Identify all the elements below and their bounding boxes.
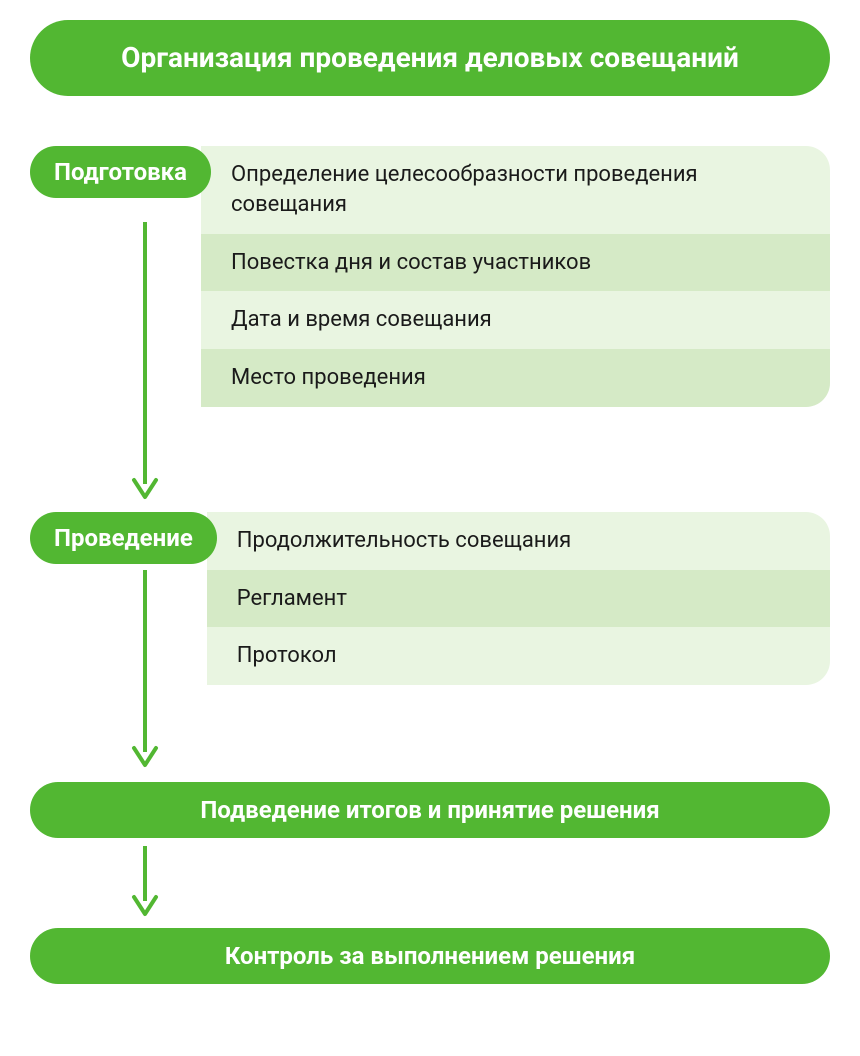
items-list-conducting: Продолжительность совещания Регламент Пр… bbox=[207, 512, 830, 685]
stage-label-preparation: Подготовка bbox=[30, 146, 211, 198]
list-item: Продолжительность совещания bbox=[207, 512, 830, 570]
list-item: Определение целесообразности проведения … bbox=[201, 146, 830, 233]
list-item: Повестка дня и состав участников bbox=[201, 234, 830, 292]
list-item: Протокол bbox=[207, 627, 830, 685]
stage-control: Контроль за выполнением решения bbox=[30, 928, 830, 984]
list-item: Место проведения bbox=[201, 349, 830, 407]
list-item: Дата и время совещания bbox=[201, 291, 830, 349]
stage-summary: Подведение итогов и принятие решения bbox=[30, 782, 830, 838]
stage-label-conducting: Проведение bbox=[30, 512, 217, 564]
arrow-down-icon bbox=[30, 846, 830, 918]
items-list-preparation: Определение целесообразности проведения … bbox=[201, 146, 830, 406]
header-title: Организация проведения деловых совещаний bbox=[30, 20, 830, 96]
list-item: Регламент bbox=[207, 570, 830, 628]
